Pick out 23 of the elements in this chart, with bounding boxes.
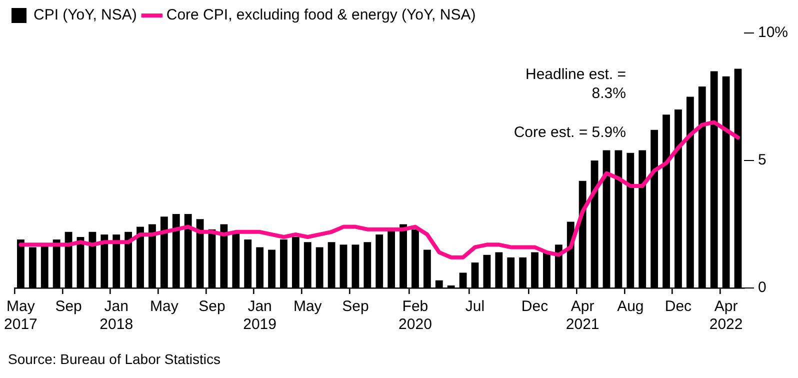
y-tick-label: 10% <box>758 24 788 42</box>
x-tick-label: May 2017 <box>4 298 38 334</box>
x-tick-label: Jan 2019 <box>243 298 276 334</box>
x-tick-label: Jul <box>465 298 485 316</box>
x-tick-label: Jan 2018 <box>100 298 134 334</box>
legend-label: Core CPI, excluding food & energy (YoY, NSA) <box>166 6 476 24</box>
x-tick-label: Sep <box>198 298 226 316</box>
annotation: Core est. = 5.9% <box>514 124 626 142</box>
x-tick-label: Sep <box>342 298 369 316</box>
x-tick-label: May <box>293 298 322 316</box>
source-note: Source: Bureau of Labor Statistics <box>8 350 220 367</box>
annotation: Headline est. = 8.3% <box>525 66 626 102</box>
y-tick-label: 5 <box>758 152 766 169</box>
legend-label: CPI (YoY, NSA) <box>34 6 137 24</box>
x-tick-label: Dec <box>521 298 549 316</box>
x-tick-label: Dec <box>664 298 692 316</box>
x-tick-label: Sep <box>55 298 82 316</box>
x-tick-label: Apr 2021 <box>566 298 600 334</box>
x-tick-label: Apr 2022 <box>709 298 743 334</box>
y-tick-label: 0 <box>758 279 766 296</box>
x-tick-label: Feb 2020 <box>398 298 432 334</box>
x-tick-label: Aug <box>617 298 644 316</box>
x-tick-label: May <box>150 298 179 316</box>
